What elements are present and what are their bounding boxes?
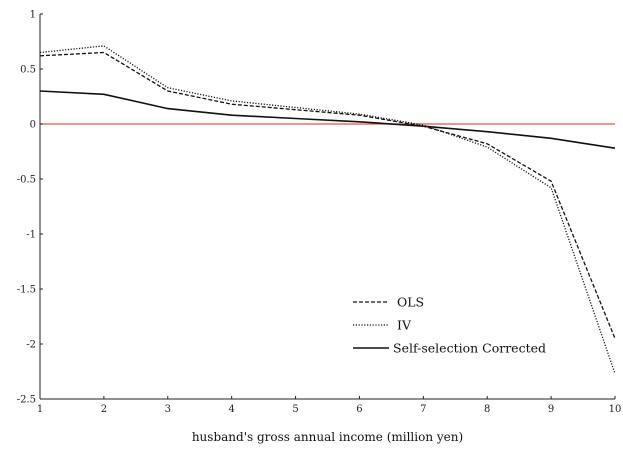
x-tick-label: 1 <box>37 404 43 415</box>
y-ticks: 1 0.5 0 -0.5 -1 -1.5 -2 -2.5 <box>17 10 43 406</box>
x-axis-title: husband's gross annual income (million y… <box>192 430 463 444</box>
x-tick-label: 4 <box>228 404 234 415</box>
y-tick-label: 0.5 <box>20 65 36 76</box>
x-ticks: 1 2 3 4 5 6 7 8 9 10 <box>37 396 622 415</box>
x-tick-label: 2 <box>101 404 107 415</box>
y-tick-label: -1.5 <box>17 285 36 296</box>
y-tick-label: 0 <box>30 120 36 131</box>
y-tick-label: -2 <box>26 340 36 351</box>
series-line-ols <box>39 51 616 339</box>
series-line-iv <box>39 45 616 374</box>
x-tick-label: 10 <box>609 404 622 415</box>
y-tick-label: 1 <box>30 10 36 21</box>
x-tick-label: 7 <box>420 404 426 415</box>
y-tick-label: -2.5 <box>17 395 36 406</box>
axes <box>39 14 615 400</box>
y-tick-label: -1 <box>26 230 36 241</box>
x-tick-label: 9 <box>548 404 554 415</box>
series-lines <box>39 45 616 374</box>
x-tick-label: 5 <box>292 404 298 415</box>
x-tick-label: 3 <box>165 404 171 415</box>
x-tick-label: 6 <box>356 404 362 415</box>
y-tick-label: -0.5 <box>17 175 36 186</box>
legend-label: Self-selection Corrected <box>393 341 546 356</box>
x-tick-label: 8 <box>484 404 490 415</box>
legend-label: IV <box>397 318 412 333</box>
legend: OLS IV Self-selection Corrected <box>353 295 546 356</box>
series-line-self-selection-corrected <box>39 90 616 149</box>
legend-label: OLS <box>397 295 424 310</box>
